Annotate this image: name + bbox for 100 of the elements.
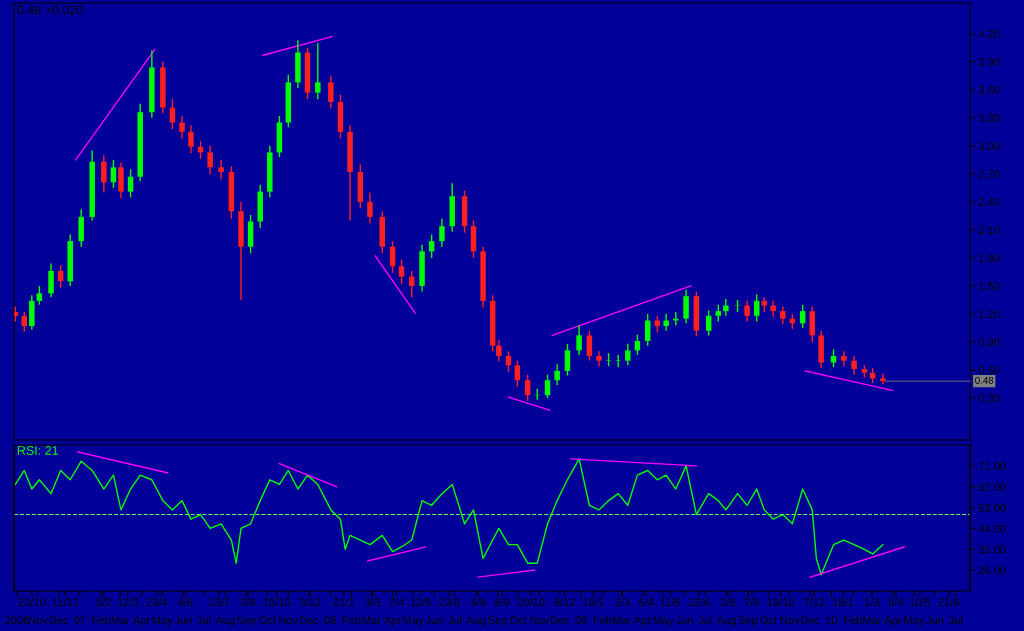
y-tick-label: 1.50 bbox=[979, 282, 1000, 291]
y-tick-label: 2.40 bbox=[978, 198, 1000, 207]
x2-tick-label: 5/2 bbox=[96, 597, 112, 607]
x-tick-label: Dec bbox=[299, 616, 319, 625]
x-tick-label: Dec bbox=[801, 616, 820, 625]
x2-tick-label: 11/12 bbox=[52, 597, 79, 607]
x-tick-label: Mar bbox=[863, 616, 882, 625]
x-tick-label: Mar bbox=[362, 616, 381, 625]
x2-tick-label: 4/6 bbox=[177, 597, 193, 607]
y-tick-label: 3.00 bbox=[978, 142, 1000, 150]
candlestick bbox=[169, 98, 176, 130]
candlestick bbox=[367, 191, 373, 225]
x-tick-label: Feb bbox=[342, 616, 361, 625]
x-tick-label: Sep bbox=[237, 616, 256, 627]
candlestick bbox=[744, 300, 750, 323]
x2-tick-label: 19/1 bbox=[583, 597, 604, 607]
candlestick bbox=[625, 343, 631, 366]
x2-tick-label: 4/8 bbox=[470, 597, 486, 607]
x-tick-label: Feb bbox=[593, 616, 612, 625]
y-tick-label: 53.00 bbox=[978, 503, 1006, 512]
x-tick-label: Jun bbox=[675, 616, 693, 625]
x-tick-label: Apr bbox=[383, 616, 402, 627]
x-tick-label: 07 bbox=[74, 616, 86, 625]
candlestick bbox=[524, 373, 531, 402]
y-tick-label: 26.00 bbox=[978, 566, 1006, 575]
candlestick bbox=[586, 330, 593, 362]
y-tick-label: 2.70 bbox=[978, 170, 1000, 179]
x-tick-label: Apr bbox=[634, 616, 652, 627]
x2-tick-label: 21/6 bbox=[938, 597, 960, 607]
x2-tick-label: 5/4 bbox=[888, 597, 904, 607]
x2-tick-label: 21/1 bbox=[333, 597, 355, 607]
x-tick-label: Jun bbox=[926, 616, 944, 625]
x-tick-label: Apr bbox=[132, 616, 151, 627]
x-tick-label: 08 bbox=[324, 616, 336, 625]
x-tick-label: Oct bbox=[258, 616, 276, 625]
y-tick-label: 62.00 bbox=[978, 482, 1006, 491]
x-tick-label: Sep bbox=[738, 616, 758, 627]
chart-title: 0.48 +0.020 bbox=[17, 5, 83, 15]
candlestick bbox=[841, 350, 847, 367]
x-tick-label: Jul bbox=[197, 616, 211, 625]
x2-tick-label: 23/7 bbox=[208, 597, 230, 607]
x2-tick-label: 19/10 bbox=[767, 597, 795, 607]
x-tick-label: 10 bbox=[826, 616, 838, 625]
candlestick bbox=[770, 300, 776, 318]
x-tick-label: Jul bbox=[948, 616, 962, 625]
x2-tick-label: 23/6 bbox=[439, 597, 460, 607]
candlestick bbox=[188, 124, 194, 155]
x2-tick-label: 3/8 bbox=[720, 597, 736, 607]
x2-tick-label: 10/5 bbox=[909, 597, 931, 607]
candlestick bbox=[514, 359, 521, 388]
x-tick-label: Jul bbox=[698, 616, 712, 625]
x-tick-label: Dec bbox=[550, 616, 570, 625]
x-tick-label: Oct bbox=[509, 616, 527, 625]
y-tick-label: 35.00 bbox=[978, 545, 1006, 554]
chart-title: RSI: 21 bbox=[17, 446, 58, 455]
x-tick-label: 09 bbox=[575, 616, 587, 625]
candlestick bbox=[315, 42, 321, 100]
candlestick bbox=[880, 373, 886, 385]
candlestick bbox=[398, 259, 405, 285]
x2-tick-label: 7/4 bbox=[389, 597, 405, 607]
line-series bbox=[14, 458, 884, 576]
x-tick-label: May bbox=[653, 616, 674, 627]
y-tick-label: 4.20 bbox=[978, 30, 1000, 38]
x-tick-label: Nov bbox=[279, 616, 299, 625]
x2-tick-label: 12/5 bbox=[410, 597, 432, 607]
y-tick-label: 71.00 bbox=[978, 462, 1006, 470]
x2-tick-label: 3/12 bbox=[299, 597, 321, 607]
y-tick-label: 3.60 bbox=[978, 86, 1000, 94]
x-tick-label: 2006 bbox=[4, 616, 29, 625]
y-tick-label: 44.00 bbox=[978, 524, 1006, 533]
x-tick-label: Apr bbox=[884, 616, 902, 627]
y-tick-label: 1.80 bbox=[979, 254, 1000, 263]
x2-tick-label: 12/3 bbox=[117, 597, 139, 607]
candlestick bbox=[644, 313, 651, 347]
x2-tick-label: 18/1 bbox=[833, 597, 854, 607]
candlestick bbox=[48, 262, 54, 298]
candlestick bbox=[207, 145, 213, 175]
x-tick-label: Feb bbox=[92, 616, 111, 625]
x-tick-label: Nov bbox=[29, 616, 48, 625]
candlestick bbox=[705, 309, 712, 337]
candlestick bbox=[663, 313, 669, 332]
candlestick bbox=[36, 285, 43, 306]
candlestick bbox=[127, 168, 134, 198]
x2-tick-label: 15/10 bbox=[263, 597, 291, 607]
x2-tick-label: 3/9 bbox=[240, 597, 256, 607]
x2-tick-label: 6/4 bbox=[639, 597, 654, 607]
x2-tick-label: 22/6 bbox=[688, 597, 710, 607]
x2-tick-label: 3/3 bbox=[365, 597, 380, 607]
y-tick-label: 0.90 bbox=[978, 338, 1000, 347]
candlestick bbox=[496, 339, 502, 363]
x2-tick-label: 11/5 bbox=[660, 597, 681, 607]
candlestick bbox=[439, 218, 445, 248]
candlestick bbox=[799, 303, 806, 329]
y-tick-label: 0.60 bbox=[978, 366, 1000, 375]
candlestick bbox=[544, 373, 551, 399]
y-tick-label: 0.30 bbox=[978, 394, 1000, 403]
candlestick bbox=[409, 270, 415, 298]
y-tick-label: 3.30 bbox=[978, 114, 1000, 122]
candlestick bbox=[753, 293, 760, 323]
candlestick bbox=[683, 288, 689, 324]
